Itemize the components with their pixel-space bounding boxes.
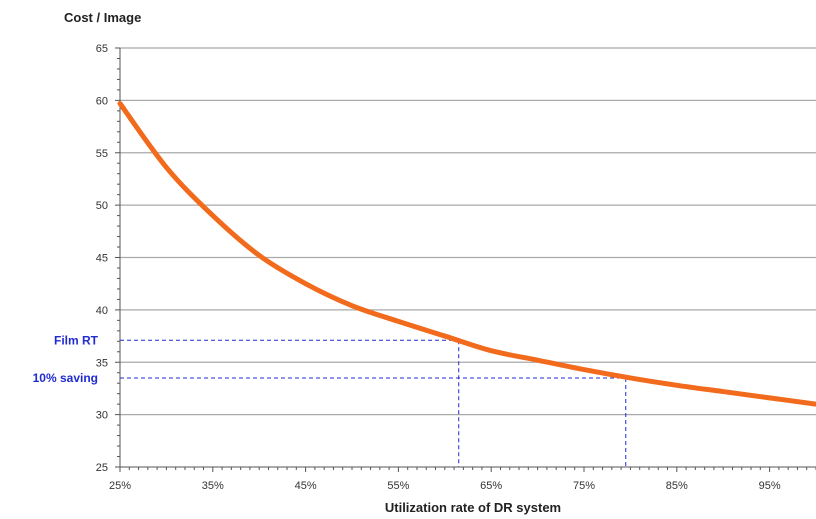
y-axis-title: Cost / Image xyxy=(64,10,142,25)
y-tick-label: 25 xyxy=(96,462,108,474)
annotation-label-0: Film RT xyxy=(54,333,99,347)
y-tick-label: 30 xyxy=(96,410,108,422)
annotation-label-1: 10% saving xyxy=(33,371,98,385)
y-tick-label: 65 xyxy=(96,43,108,55)
y-tick-label: 40 xyxy=(96,305,108,317)
y-tick-label: 55 xyxy=(96,148,108,160)
x-tick-label: 85% xyxy=(666,480,688,492)
series-line-0 xyxy=(117,101,816,407)
y-tick-label: 35 xyxy=(96,357,108,369)
x-tick-label: 95% xyxy=(759,480,781,492)
x-tick-label: 35% xyxy=(202,480,224,492)
y-tick-label: 60 xyxy=(96,95,108,107)
x-tick-label: 75% xyxy=(573,480,595,492)
x-tick-label: 25% xyxy=(109,480,131,492)
y-tick-label: 45 xyxy=(96,253,108,265)
x-tick-label: 55% xyxy=(387,480,409,492)
x-tick-label: 65% xyxy=(480,480,502,492)
y-tick-label: 50 xyxy=(96,200,108,212)
x-axis-title: Utilization rate of DR system xyxy=(384,500,562,515)
x-tick-label: 45% xyxy=(295,480,317,492)
